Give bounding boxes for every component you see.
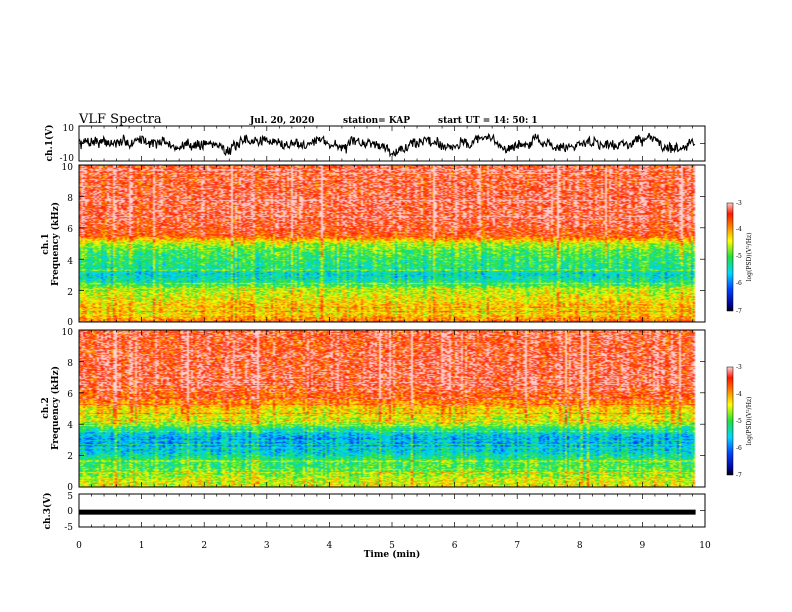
ch1-spectrogram-image — [79, 165, 705, 322]
colorbar-2-gradient — [726, 366, 734, 476]
x-tick-label: 9 — [640, 541, 646, 551]
x-tick-label: 8 — [577, 541, 583, 551]
x-axis-tick-labels: 0 1 2 3 4 5 6 7 8 9 10 — [76, 541, 711, 551]
ch1-ytick-bottom: -10 — [60, 154, 75, 164]
ch2-ytick-6: 6 — [67, 390, 73, 400]
ch2-ytick-4: 4 — [67, 421, 73, 431]
ch3-waveform-panel: 5 0 -5 ch.3(V) — [42, 492, 706, 533]
colorbar-2-tick-m6: -6 — [736, 445, 742, 452]
ch2-frequency-label: Frequency (kHz) — [50, 366, 61, 450]
colorbar-1: -3 -4 -5 -6 -7 log(PSD)(V²/Hz) — [726, 200, 753, 315]
colorbar-1-tick-m6: -6 — [736, 280, 742, 287]
colorbar-2-label: log(PSD)(V²/Hz) — [746, 397, 753, 446]
colorbar-1-tick-m4: -4 — [736, 226, 742, 233]
ch1-spectrogram-panel: 0 2 4 6 8 10 ch.1 Frequency (kHz) — [41, 163, 706, 328]
ch1-waveform-ylabel: ch.1(V) — [44, 125, 55, 162]
ch2-spectrogram-image — [79, 330, 705, 487]
ch1-ytick-2: 2 — [67, 288, 73, 298]
colorbar-1-gradient — [726, 202, 734, 312]
x-tick-label: 7 — [514, 541, 520, 551]
ch2-spectrogram-ylabel: ch.2 — [41, 397, 51, 418]
colorbar-2-tick-m4: -4 — [736, 391, 742, 398]
ch2-spectrogram-panel: 0 2 4 6 8 10 ch.2 Frequency (kHz) — [41, 328, 706, 493]
station-label: station= KAP — [343, 116, 410, 126]
ch2-ytick-10: 10 — [62, 328, 74, 338]
ch3-ytick-m5: -5 — [64, 523, 73, 533]
colorbar-2-tick-m5: -5 — [736, 418, 742, 425]
ch1-spectrogram-ylabel: ch.1 — [41, 233, 51, 254]
ch1-ytick-8: 8 — [67, 194, 73, 204]
ch3-ytick-5: 5 — [67, 492, 73, 502]
x-tick-label: 0 — [76, 541, 82, 551]
colorbar-2-tick-m3: -3 — [736, 364, 742, 371]
x-tick-label: 1 — [139, 541, 145, 551]
colorbar-2-tick-m7: -7 — [736, 472, 742, 479]
ch1-waveform-panel: 10 -10 ch.1(V) — [44, 124, 706, 164]
colorbar-2: -3 -4 -5 -6 -7 log(PSD)(V²/Hz) — [726, 364, 753, 479]
start-time-label: start UT = 14: 50: 1 — [438, 116, 538, 126]
ch1-ytick-6: 6 — [67, 225, 73, 235]
x-axis-label: Time (min) — [364, 549, 421, 560]
ch1-ytick-10: 10 — [62, 163, 74, 173]
ch1-spectrogram-ticks — [78, 164, 706, 323]
x-tick-label: 3 — [264, 541, 270, 551]
date-label: Jul. 20, 2020 — [249, 116, 314, 126]
ch1-ticks — [78, 125, 706, 162]
colorbar-1-tick-m5: -5 — [736, 253, 742, 260]
colorbar-1-tick-m3: -3 — [736, 200, 742, 207]
x-tick-label: 6 — [452, 541, 458, 551]
colorbar-1-tick-m7: -7 — [736, 308, 742, 315]
ch1-waveform-line — [78, 132, 696, 158]
ch2-spectrogram-ticks — [78, 329, 706, 488]
ch1-ytick-0: 0 — [67, 318, 73, 328]
ch3-waveform-ylabel: ch.3(V) — [42, 493, 53, 530]
ch2-ytick-0: 0 — [67, 483, 73, 493]
ch2-ytick-2: 2 — [67, 452, 73, 462]
x-tick-label: 4 — [327, 541, 333, 551]
x-tick-label: 10 — [699, 541, 711, 551]
ch1-ytick-top: 10 — [63, 124, 75, 134]
figure-title: VLF Spectra — [78, 112, 162, 127]
ch1-frequency-label: Frequency (kHz) — [50, 202, 61, 286]
x-tick-label: 5 — [389, 541, 395, 551]
ch3-ticks — [78, 493, 706, 528]
ch3-ytick-0: 0 — [67, 507, 73, 517]
ch3-waveform-line — [79, 509, 696, 515]
ch1-ytick-4: 4 — [67, 257, 73, 267]
ch2-ytick-8: 8 — [67, 359, 73, 369]
colorbar-1-label: log(PSD)(V²/Hz) — [746, 233, 753, 282]
x-tick-label: 2 — [201, 541, 207, 551]
